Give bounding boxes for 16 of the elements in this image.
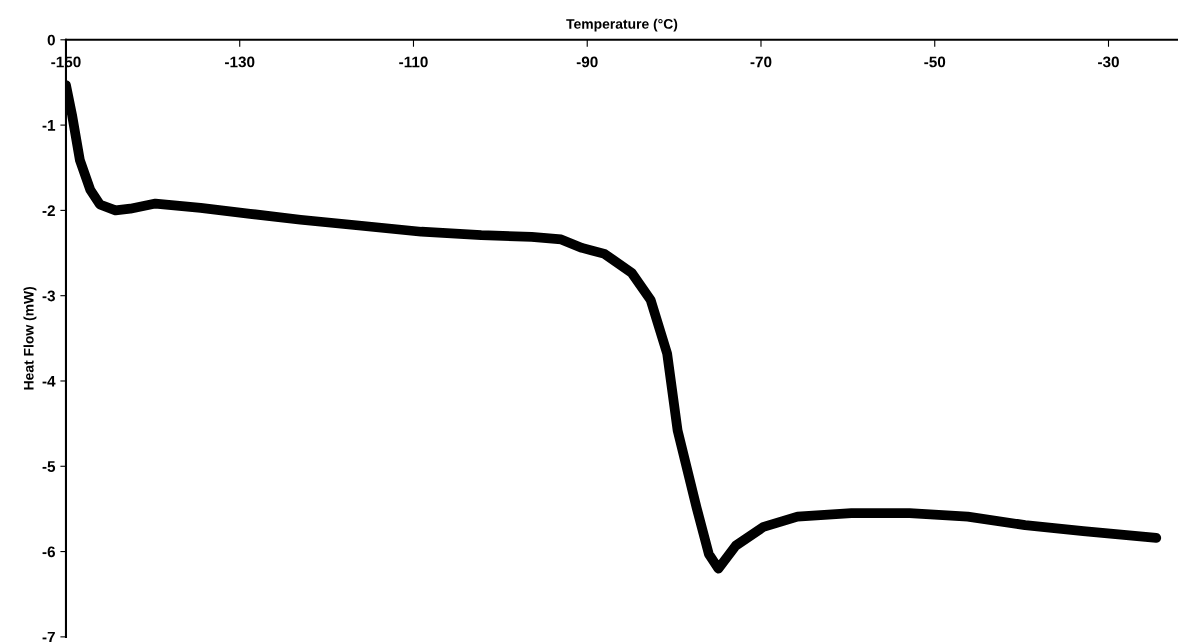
y-tick-label: -7 [42,631,55,642]
y-tick-label: -5 [42,461,56,472]
y-tick-label: -1 [42,120,56,131]
x-tick-label: -30 [1098,56,1119,68]
y-tick-label: -6 [42,546,55,558]
y-tick-label: -3 [42,290,55,302]
x-tick-label: -50 [924,56,946,68]
x-tick-label: -110 [399,56,428,68]
x-tick-label: -70 [750,56,772,68]
x-axis-title: Temperature (°C) [566,18,678,32]
x-tick-label: -90 [576,56,598,68]
y-tick-label: -4 [42,376,56,387]
y-tick-label: -2 [42,205,55,216]
x-tick-label: -130 [225,56,255,68]
y-axis-title: Heat Flow (mW) [23,286,37,390]
y-tick-label: 0 [47,34,55,46]
